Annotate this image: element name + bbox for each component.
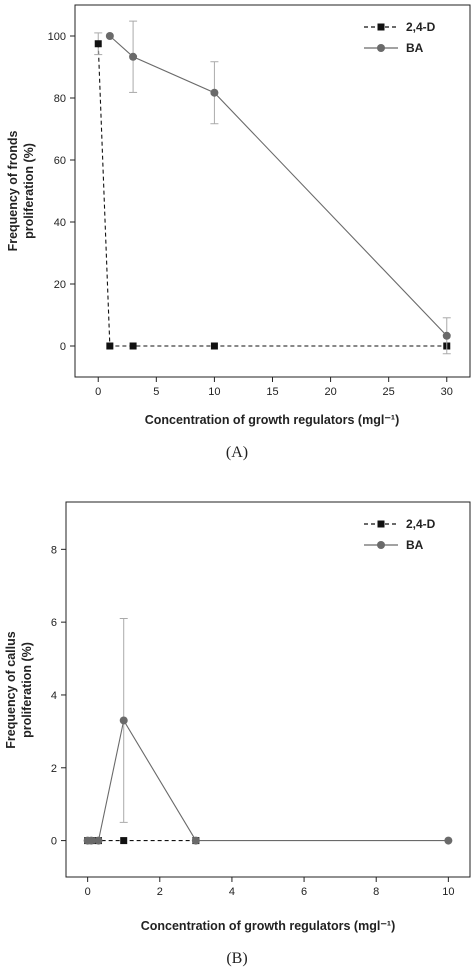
x-tick-label: 0 bbox=[95, 386, 101, 398]
x-tick-label: 4 bbox=[229, 886, 235, 898]
y-axis-label-line-2: proliferation (%) bbox=[20, 642, 34, 738]
plot-area-frame bbox=[74, 4, 471, 378]
x-tick-label: 10 bbox=[442, 886, 454, 898]
y-tick-label: 100 bbox=[48, 31, 66, 43]
y-tick-label: 20 bbox=[54, 279, 66, 291]
data-point-ba bbox=[191, 836, 200, 845]
plot-area-frame bbox=[65, 501, 471, 878]
data-point-ba bbox=[442, 331, 451, 340]
y-axis-label-line-2: proliferation (%) bbox=[22, 143, 36, 239]
x-axis-label: Concentration of growth regulators (mgl⁻… bbox=[145, 413, 400, 427]
y-tick-label: 80 bbox=[54, 93, 66, 105]
data-point-24d bbox=[106, 342, 114, 350]
data-point-24d bbox=[129, 342, 137, 350]
x-tick-label: 2 bbox=[157, 886, 163, 898]
y-tick-label: 8 bbox=[51, 544, 57, 556]
panel-label: (B) bbox=[226, 950, 247, 967]
data-point-ba bbox=[444, 836, 453, 845]
x-tick-label: 30 bbox=[441, 386, 453, 398]
panel-label: (A) bbox=[226, 444, 248, 461]
chart-panel-b: 0 2 4 6 8 10 0 2 4 6 8 2,4-D BA Concentration of gr… bbox=[4, 501, 471, 967]
series-line-ba bbox=[109, 35, 448, 337]
y-tick-label: 2 bbox=[51, 763, 57, 775]
series-line-ba bbox=[87, 718, 449, 842]
x-tick-label: 20 bbox=[324, 386, 336, 398]
y-tick-label: 6 bbox=[51, 617, 57, 629]
series-line-24d bbox=[97, 43, 447, 347]
legend: 2,4-D BA bbox=[364, 517, 436, 552]
x-tick-label: 6 bbox=[301, 886, 307, 898]
axes-layer: 0 5 10 15 20 25 30 0 20 40 60 80 100 bbox=[48, 31, 453, 398]
y-tick-label: 60 bbox=[54, 155, 66, 167]
legend: 2,4-D BA bbox=[364, 20, 436, 55]
legend-marker-24d bbox=[377, 23, 385, 31]
legend-label-24d: 2,4-D bbox=[406, 20, 436, 34]
y-axis-label-line-1: Frequency of callus bbox=[4, 631, 18, 748]
data-point-ba bbox=[105, 32, 114, 40]
y-tick-label: 40 bbox=[54, 217, 66, 229]
axes-layer: 0 2 4 6 8 10 0 2 4 6 8 bbox=[51, 544, 455, 898]
legend-label-24d: 2,4-D bbox=[406, 517, 436, 531]
data-point-ba bbox=[94, 836, 103, 845]
legend-marker-ba bbox=[377, 541, 385, 549]
data-point-24d bbox=[120, 837, 128, 845]
y-tick-label: 0 bbox=[60, 341, 66, 353]
y-tick-label: 0 bbox=[51, 836, 57, 848]
data-layer bbox=[94, 20, 451, 355]
data-point-24d bbox=[94, 40, 102, 48]
data-point-24d bbox=[210, 342, 218, 350]
legend-marker-ba bbox=[377, 44, 385, 52]
x-axis-label: Concentration of growth regulators (mgl⁻… bbox=[141, 919, 396, 933]
legend-label-ba: BA bbox=[406, 538, 424, 552]
x-tick-label: 10 bbox=[208, 386, 220, 398]
x-tick-label: 15 bbox=[266, 386, 278, 398]
legend-marker-24d bbox=[377, 520, 385, 528]
x-tick-label: 25 bbox=[383, 386, 395, 398]
chart-panel-a: 0 5 10 15 20 25 30 0 20 40 60 80 100 2,4-D BA Concent… bbox=[6, 4, 471, 461]
x-tick-label: 8 bbox=[373, 886, 379, 898]
y-axis-label-line-1: Frequency of fronds bbox=[6, 131, 20, 252]
x-tick-label: 0 bbox=[85, 886, 91, 898]
data-point-ba bbox=[87, 836, 96, 845]
data-point-ba bbox=[119, 716, 128, 725]
data-layer bbox=[83, 618, 453, 845]
data-point-ba bbox=[210, 88, 219, 97]
y-tick-label: 4 bbox=[51, 690, 57, 702]
data-point-ba bbox=[129, 52, 138, 61]
legend-label-ba: BA bbox=[406, 41, 424, 55]
x-tick-label: 5 bbox=[153, 386, 159, 398]
